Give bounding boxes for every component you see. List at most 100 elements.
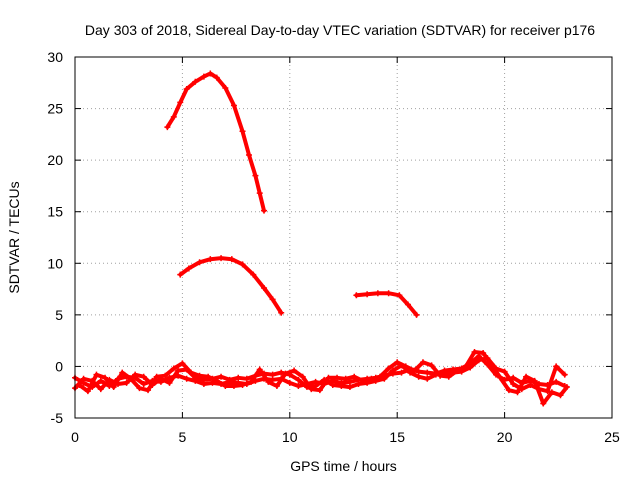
data-point [413, 311, 420, 318]
data-point [419, 359, 426, 366]
data-point [295, 383, 302, 390]
data-point [97, 386, 104, 393]
data-point [523, 373, 530, 380]
data-point [342, 375, 349, 382]
data-point [177, 271, 184, 278]
grid [75, 57, 612, 418]
data-point [428, 362, 435, 369]
data-point [415, 373, 422, 380]
data-point [136, 385, 143, 392]
data-point [213, 377, 220, 384]
data-point [540, 400, 547, 407]
data-point [185, 265, 192, 272]
data-point [553, 378, 560, 385]
chart-title: Day 303 of 2018, Sidereal Day-to-day VTE… [85, 22, 595, 38]
data-point [527, 381, 534, 388]
data-point [166, 379, 173, 386]
x-tick-label: 5 [179, 429, 187, 445]
data-point [510, 380, 517, 387]
y-tick-label: 15 [47, 204, 63, 220]
data-point [437, 372, 444, 379]
data-point [140, 380, 147, 387]
data-point [145, 387, 152, 394]
data-point [338, 383, 345, 390]
data-point [497, 374, 504, 381]
data-point [282, 370, 289, 377]
data-point [385, 290, 392, 297]
data-point [462, 363, 469, 370]
data-point [250, 271, 257, 278]
x-tick-label: 0 [71, 429, 79, 445]
data-point [475, 357, 482, 364]
data-point [207, 256, 214, 263]
plot-frame [74, 56, 613, 419]
data-point [480, 350, 487, 357]
data-point [200, 73, 207, 80]
data-point [286, 379, 293, 386]
data-point [110, 384, 117, 391]
data-point [398, 369, 405, 376]
x-tick-label: 20 [497, 429, 513, 445]
data-point [334, 374, 341, 381]
data-point [467, 364, 474, 371]
data-point [222, 84, 229, 91]
data-point [411, 367, 418, 374]
data-point [396, 292, 403, 299]
data-point [164, 124, 171, 131]
data-point [226, 376, 233, 383]
data-point [488, 361, 495, 368]
data-point [368, 375, 375, 382]
data-point [381, 375, 388, 382]
data-point [205, 373, 212, 380]
data-point [325, 374, 332, 381]
data-point [424, 369, 431, 376]
data-point [140, 373, 147, 380]
data-point [248, 378, 255, 385]
data-point [119, 369, 126, 376]
data-point [374, 290, 381, 297]
data-point [76, 381, 83, 388]
data-point [132, 371, 139, 378]
data-point [353, 292, 360, 299]
data-point [196, 372, 203, 379]
data-point [544, 388, 551, 395]
data-point [415, 368, 422, 375]
data-point [239, 128, 246, 135]
series-line-band-b [73, 356, 567, 394]
data-point [127, 375, 134, 382]
data-point [170, 113, 177, 120]
y-tick-label: 0 [55, 358, 63, 374]
data-point [557, 392, 564, 399]
data-point [245, 151, 252, 158]
data-point [269, 296, 276, 303]
data-point [218, 373, 225, 380]
data-point [291, 367, 298, 374]
data-point [183, 375, 190, 382]
data-point [230, 102, 237, 109]
data-point [563, 384, 570, 391]
y-tick-label: 30 [47, 49, 63, 65]
x-axis-label: GPS time / hours [290, 458, 397, 474]
data-point [239, 261, 246, 268]
data-point [170, 365, 177, 372]
data-point [424, 375, 431, 382]
data-point [265, 378, 272, 385]
data-point [273, 383, 280, 390]
data-point [389, 367, 396, 374]
data-point [187, 369, 194, 376]
data-point [196, 259, 203, 266]
data-point [239, 381, 246, 388]
data-point [269, 371, 276, 378]
data-point [252, 172, 259, 179]
data-point [222, 383, 229, 390]
data-point [153, 373, 160, 380]
data-point [404, 301, 411, 308]
data-point [256, 366, 263, 373]
x-tick-label: 15 [389, 429, 405, 445]
data-point [183, 85, 190, 92]
data-point [454, 367, 461, 374]
data-point [207, 70, 214, 77]
y-tick-label: 25 [47, 101, 63, 117]
